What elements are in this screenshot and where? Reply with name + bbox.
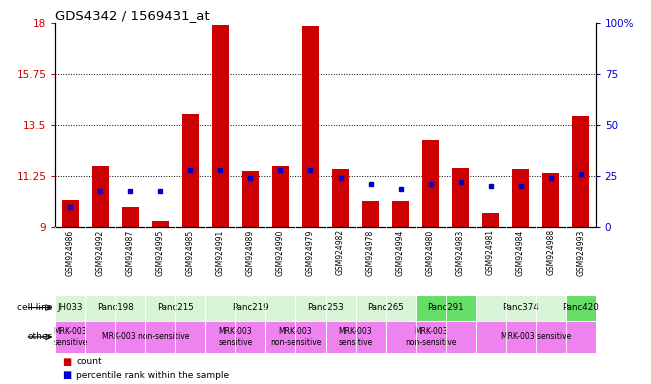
Text: GSM924979: GSM924979	[306, 229, 315, 276]
Text: GSM924993: GSM924993	[576, 229, 585, 276]
Text: MRK-003
non-sensitive: MRK-003 non-sensitive	[270, 327, 321, 347]
Bar	[355, 295, 415, 321]
Bar	[206, 295, 296, 321]
Bar	[452, 168, 469, 227]
Bar	[566, 295, 596, 321]
Text: MRK-003
sensitive: MRK-003 sensitive	[339, 327, 372, 347]
Text: MRK-003 non-sensitive: MRK-003 non-sensitive	[102, 333, 189, 341]
Bar	[332, 169, 349, 227]
Text: GSM924991: GSM924991	[216, 229, 225, 276]
Text: GSM924982: GSM924982	[336, 229, 345, 275]
Text: GSM924988: GSM924988	[546, 229, 555, 275]
Bar	[272, 166, 289, 227]
Text: ■: ■	[62, 357, 71, 367]
Bar	[302, 26, 319, 227]
Bar	[542, 173, 559, 227]
Text: cell line: cell line	[17, 303, 52, 312]
Text: Panc219: Panc219	[232, 303, 269, 312]
Text: Panc265: Panc265	[367, 303, 404, 312]
Text: GSM924989: GSM924989	[246, 229, 255, 276]
Bar	[482, 213, 499, 227]
Bar	[512, 169, 529, 227]
Text: Panc291: Panc291	[427, 303, 464, 312]
Bar	[85, 295, 145, 321]
Bar	[385, 321, 476, 353]
Text: GSM924994: GSM924994	[396, 229, 405, 276]
Bar	[206, 321, 266, 353]
Text: GSM924981: GSM924981	[486, 229, 495, 275]
Text: Panc253: Panc253	[307, 303, 344, 312]
Text: count: count	[76, 358, 102, 366]
Bar	[92, 166, 109, 227]
Text: Panc374: Panc374	[502, 303, 539, 312]
Bar	[145, 295, 206, 321]
Text: MRK-003
non-sensitive: MRK-003 non-sensitive	[405, 327, 456, 347]
Text: JH033: JH033	[57, 303, 83, 312]
Bar	[393, 201, 409, 227]
Text: MRK-003
sensitive: MRK-003 sensitive	[53, 327, 87, 347]
Bar	[296, 295, 355, 321]
Bar	[55, 295, 85, 321]
Text: GSM924990: GSM924990	[276, 229, 285, 276]
Bar	[476, 321, 596, 353]
Text: GSM924980: GSM924980	[426, 229, 435, 276]
Bar	[212, 25, 229, 227]
Bar	[476, 295, 566, 321]
Bar	[85, 321, 206, 353]
Bar	[62, 200, 79, 227]
Text: GSM924984: GSM924984	[516, 229, 525, 276]
Bar	[182, 114, 199, 227]
Text: MRK-003
sensitive: MRK-003 sensitive	[218, 327, 253, 347]
Text: GSM924983: GSM924983	[456, 229, 465, 276]
Text: GSM924986: GSM924986	[66, 229, 75, 276]
Text: Panc198: Panc198	[97, 303, 133, 312]
Text: other: other	[28, 333, 52, 341]
Bar	[152, 220, 169, 227]
Text: GDS4342 / 1569431_at: GDS4342 / 1569431_at	[55, 9, 210, 22]
Text: GSM924987: GSM924987	[126, 229, 135, 276]
Bar	[326, 321, 385, 353]
Text: Panc420: Panc420	[562, 303, 599, 312]
Text: GSM924978: GSM924978	[366, 229, 375, 276]
Bar	[55, 321, 85, 353]
Bar	[242, 170, 258, 227]
Bar	[122, 207, 139, 227]
Bar	[362, 201, 379, 227]
Text: GSM924985: GSM924985	[186, 229, 195, 276]
Bar	[572, 116, 589, 227]
Text: percentile rank within the sample: percentile rank within the sample	[76, 371, 229, 380]
Text: Panc215: Panc215	[157, 303, 194, 312]
Bar	[415, 295, 476, 321]
Text: GSM924992: GSM924992	[96, 229, 105, 276]
Text: MRK-003 sensitive: MRK-003 sensitive	[501, 333, 571, 341]
Bar	[422, 140, 439, 227]
Text: GSM924995: GSM924995	[156, 229, 165, 276]
Text: ■: ■	[62, 371, 71, 381]
Bar	[266, 321, 326, 353]
